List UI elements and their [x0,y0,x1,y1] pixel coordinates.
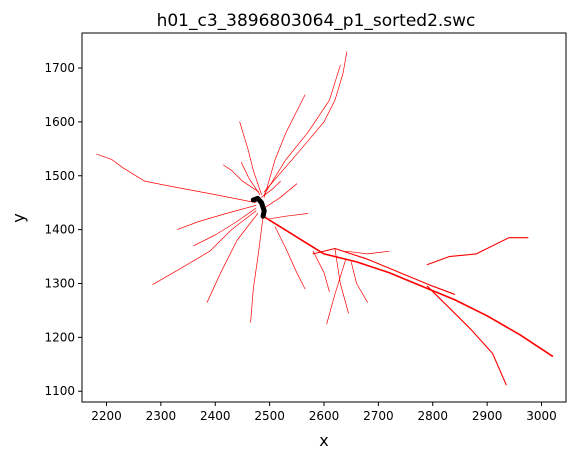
dendrite-branch [262,215,554,358]
dendrite-branch [193,207,257,247]
y-tick-label: 1400 [44,223,75,237]
y-tick-label: 1500 [44,169,75,183]
dendrite-branch [350,261,368,303]
x-tick-label: 2300 [146,409,177,423]
dendrite-branch [326,258,347,325]
dendrite-branch [261,180,281,198]
dendrite-branch [263,183,298,209]
dendrite-branch [263,94,306,198]
x-tick-label: 2400 [200,409,231,423]
y-tick-label: 1100 [44,384,75,398]
dendrite-branch [96,153,257,204]
x-axis-label: x [319,431,328,450]
dendrite-branch [269,213,309,220]
x-tick-label: 3000 [526,409,557,423]
dendrite-branch [263,51,348,193]
y-axis-label: y [9,213,28,222]
dendrite-branch [152,210,257,285]
y-axis-ticks: 1100 1200 1300 1400 1500 1600 1700 [44,61,82,398]
dendrite-branch [312,250,330,292]
dendrite-branch [239,121,262,195]
y-tick-label: 1300 [44,276,75,290]
dendrite-branch [274,226,306,290]
dendrite-branch [426,237,529,266]
dendrite-branches [96,51,554,386]
x-tick-label: 2600 [309,409,340,423]
x-tick-label: 2500 [254,409,285,423]
plot-area [96,51,554,386]
dendrite-branch [240,161,261,195]
dendrite-branch [206,213,259,303]
dendrite-branch [176,205,257,230]
x-tick-label: 2700 [363,409,394,423]
soma-layer [250,195,267,219]
dendrite-branch [345,250,390,255]
dendrite-branch [334,248,349,314]
x-tick-label: 2800 [417,409,448,423]
x-axis-ticks: 2200 2300 2400 2500 2600 2700 2800 2900 3000 [91,402,557,423]
y-tick-label: 1600 [44,115,75,129]
x-tick-label: 2200 [91,409,122,423]
chart-title: h01_c3_3896803064_p1_sorted2.swc [157,11,476,31]
dendrite-branch [312,247,456,295]
dendrite-branch [223,164,260,193]
dendrite-branch [250,215,264,323]
dendrite-branch [263,64,341,195]
dendrite-branch [426,285,507,386]
x-tick-label: 2900 [472,409,503,423]
soma-marker [250,195,267,219]
y-tick-label: 1200 [44,330,75,344]
y-tick-label: 1700 [44,61,75,75]
